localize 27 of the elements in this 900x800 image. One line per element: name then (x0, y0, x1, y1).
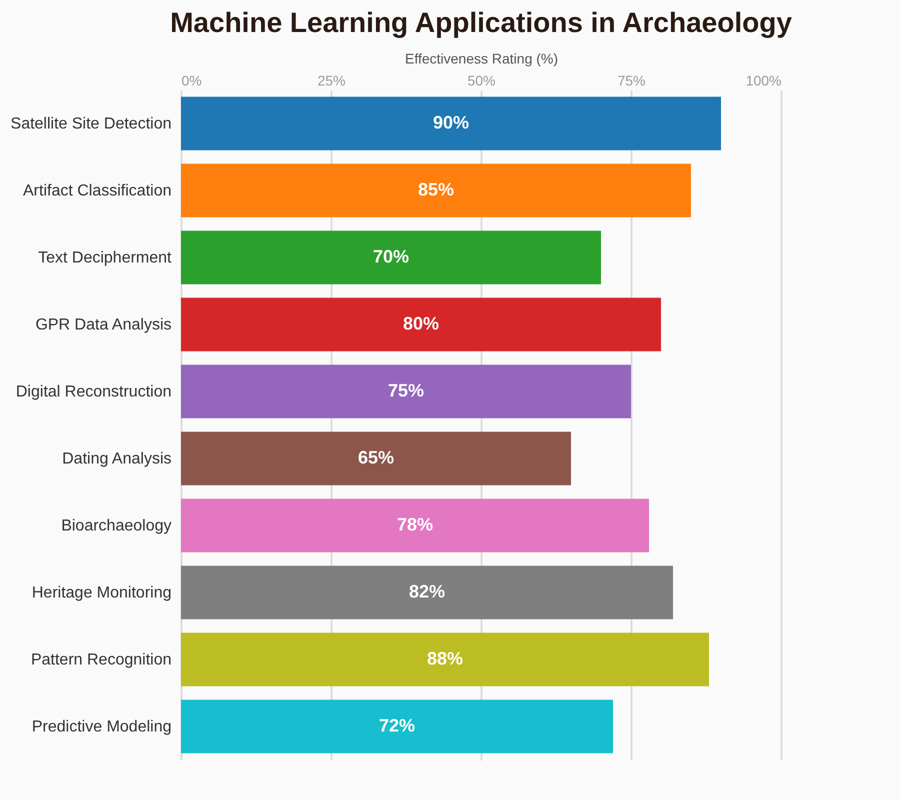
y-tick-label: Pattern Recognition (30, 652, 172, 668)
data-label: 72% (378, 716, 416, 736)
data-label: 65% (358, 448, 394, 468)
x-tick-label: 25% (317, 72, 346, 88)
data-label: 70% (372, 246, 410, 266)
x-tick-label: 100% (746, 72, 782, 88)
y-tick-label: Dating Analysis (62, 450, 172, 468)
data-label: 75% (388, 380, 424, 400)
data-label: 85% (418, 180, 454, 200)
y-tick-label: Artifact Classification (23, 182, 172, 200)
x-tick-label: 75% (617, 72, 646, 88)
data-label: 82% (408, 582, 446, 602)
data-label: 90% (432, 112, 470, 132)
data-label: 78% (396, 514, 434, 534)
y-tick-label: Text Decipherment (38, 250, 172, 266)
data-label: 80% (402, 314, 440, 334)
chart-title: Machine Learning Applications in Archaeology (170, 7, 792, 38)
x-tick-label: 50% (467, 72, 496, 88)
y-tick-label: Satellite Site Detection (10, 116, 172, 132)
y-tick-label: GPR Data Analysis (35, 316, 172, 334)
y-tick-label: Digital Reconstruction (16, 384, 172, 400)
x-tick-label: 0% (182, 72, 202, 88)
data-label: 88% (426, 648, 464, 668)
x-axis-title: Effectiveness Rating (%) (404, 50, 558, 66)
y-tick-label: Bioarchaeology (61, 518, 172, 534)
y-tick-label: Heritage Monitoring (32, 584, 172, 602)
y-tick-label: Predictive Modeling (32, 718, 172, 736)
